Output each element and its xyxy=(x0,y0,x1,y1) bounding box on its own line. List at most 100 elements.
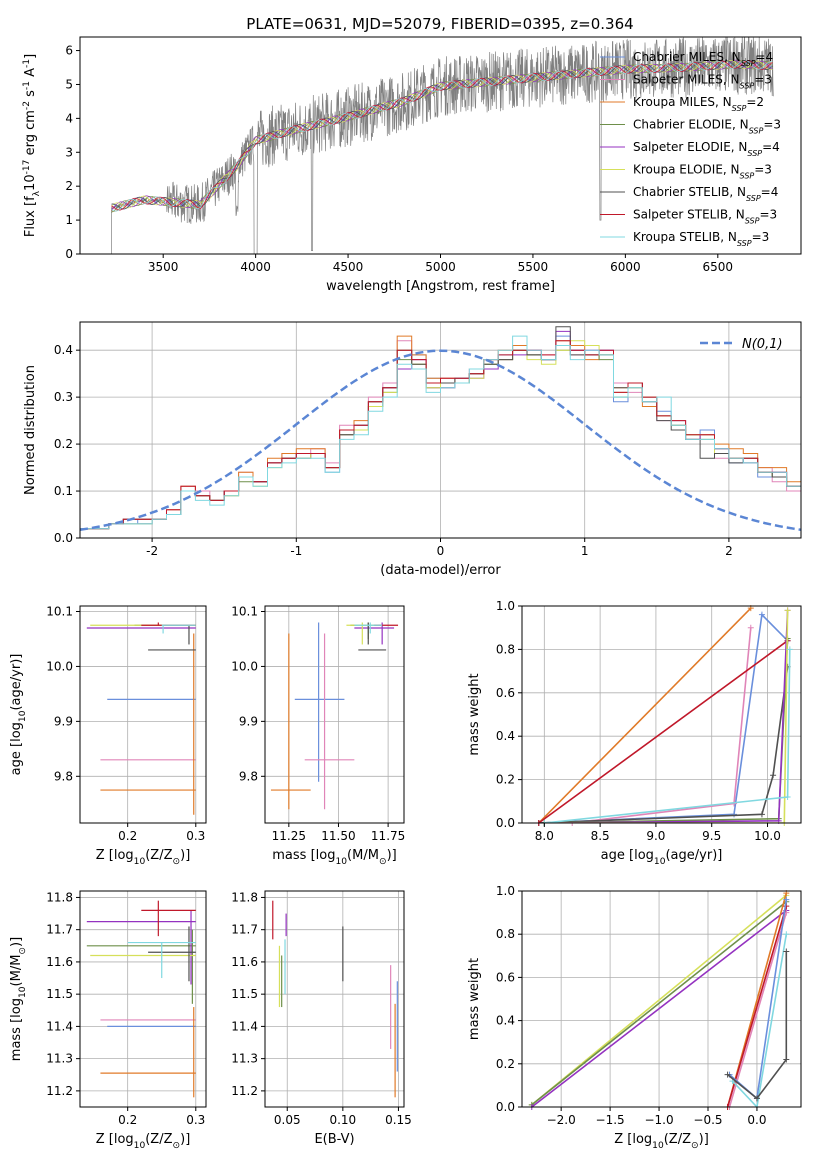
y-tick-label: 0.3 xyxy=(54,390,73,404)
legend-label-salpeter-stelib: Salpeter STELIB, NSSP=3 xyxy=(633,208,777,226)
y-tick-label: 0.0 xyxy=(496,816,515,830)
y-tick-label: 11.6 xyxy=(46,955,73,969)
y-tick-label: 1.0 xyxy=(496,884,515,898)
weight-point-chabrier-stelib xyxy=(758,811,765,818)
mass-vs-metallicity-chart: 0.2 0.3 11.2 11.3 11.4 11.5 11.6 11.7 11.8 Z [log… xyxy=(9,890,207,1151)
x-tick-label: 0.10 xyxy=(329,1113,356,1127)
x-tick-label: −1.0 xyxy=(644,1113,673,1127)
weight-point-kroupa-stelib xyxy=(786,646,793,653)
residuals-chart: -2 -1 0 1 2 0.0 0.1 0.2 0.3 0.4 (data-model)/error… xyxy=(23,321,802,578)
y-tick-label: 9.9 xyxy=(239,714,258,728)
y-axis-label: age [log10(age/yr)] xyxy=(9,654,28,776)
axes-frame xyxy=(79,890,207,1108)
x-tick-label: 0.3 xyxy=(186,829,205,843)
y-tick-label: 11.4 xyxy=(231,1019,258,1033)
x-tick-label: 8.5 xyxy=(591,829,610,843)
y-tick-label: 11.7 xyxy=(231,923,258,937)
model-kroupa-stelib xyxy=(111,60,773,212)
x-axis-label: Z [log10(Z/Z⊙)] xyxy=(614,1132,709,1151)
y-tick-label: 0.2 xyxy=(54,437,73,451)
legend-label-salpeter-elodie: Salpeter ELODIE, NSSP=4 xyxy=(633,140,780,158)
y-tick-label: 9.8 xyxy=(54,769,73,783)
weight-point-chabrier-stelib xyxy=(770,772,777,779)
plot-area xyxy=(522,606,801,823)
plot-area xyxy=(265,606,404,823)
y-tick-label: 0.6 xyxy=(496,970,515,984)
x-axis-label: wavelength [Angstrom, rest frame] xyxy=(326,279,555,294)
y-tick-label: 0.6 xyxy=(496,686,515,700)
x-tick-label: 0.3 xyxy=(186,1113,205,1127)
weight-vs-metallicity-chart: −2.0 −1.5 −1.0 −0.5 0.0 0.0 0.2 0.4 0.6 0.8 1.0 Z [… xyxy=(467,884,802,1151)
axes-frame xyxy=(264,890,405,1108)
y-tick-label: 0.4 xyxy=(496,729,515,743)
y-tick-label: 11.5 xyxy=(231,987,258,1001)
x-tick-label: 0.05 xyxy=(274,1113,301,1127)
age-vs-metallicity-chart: 0.2 0.3 9.8 9.9 10.0 10.1 Z [log10(Z/Z⊙)] age [… xyxy=(9,604,207,867)
y-tick-label: 0.4 xyxy=(54,343,73,357)
weight-line-kroupa-elodie xyxy=(544,610,789,823)
y-tick-label: 11.3 xyxy=(46,1052,73,1066)
legend-label-kroupa-stelib: Kroupa STELIB, NSSP=3 xyxy=(633,230,769,248)
x-tick-label: −2.0 xyxy=(547,1113,576,1127)
age-vs-mass-chart: 11.25 11.50 11.75 9.8 9.9 10.0 10.1 mass [log10… xyxy=(231,604,405,867)
x-axis-label: Z [log10(Z/Z⊙)] xyxy=(96,1132,191,1151)
x-tick-label: 0.2 xyxy=(118,829,137,843)
x-tick-label: 11.25 xyxy=(272,829,306,843)
x-axis-label: age [log10(age/yr)] xyxy=(601,848,723,867)
weight-line-chabrier-elodie xyxy=(531,901,787,1106)
y-axis-label: mass weight xyxy=(467,673,482,755)
y-tick-label: 10.1 xyxy=(46,604,73,618)
x-tick-label: 0 xyxy=(437,544,445,558)
y-axis-label: mass weight xyxy=(467,958,482,1040)
weight-line-chabrier-stelib xyxy=(538,666,789,823)
x-tick-label: 0.2 xyxy=(118,1113,137,1127)
y-tick-label: 0.0 xyxy=(496,1100,515,1114)
x-tick-label: 1 xyxy=(581,544,589,558)
weight-line-kroupa-elodie xyxy=(531,894,787,1106)
y-tick-label: 0.1 xyxy=(54,484,73,498)
legend-label-normal: N(0,1) xyxy=(742,337,783,352)
x-tick-label: 5500 xyxy=(518,260,549,274)
plot-area xyxy=(80,606,206,823)
model-chabrier-elodie xyxy=(111,59,773,213)
x-tick-label: 10.0 xyxy=(754,829,781,843)
y-tick-label: 0.8 xyxy=(496,927,515,941)
x-tick-label: −1.5 xyxy=(596,1113,625,1127)
x-axis-label: Z [log10(Z/Z⊙)] xyxy=(96,848,191,867)
figure-title: PLATE=0631, MJD=52079, FIBERID=0395, z=0… xyxy=(246,15,633,33)
y-axis-label: Normed distribution xyxy=(23,365,38,495)
x-tick-label: −0.5 xyxy=(693,1113,722,1127)
y-tick-label: 9.9 xyxy=(54,714,73,728)
y-tick-label: 4 xyxy=(65,111,73,125)
y-tick-label: 5 xyxy=(65,77,73,91)
y-axis-label: Flux [fλ10-17 erg cm-2 s-1 A-1] xyxy=(22,54,42,237)
weight-point-chabrier-miles xyxy=(758,611,765,618)
y-tick-label: 10.0 xyxy=(46,659,73,673)
x-tick-label: 5000 xyxy=(425,260,456,274)
weight-line-kroupa-stelib xyxy=(731,934,788,1107)
y-tick-label: 10.0 xyxy=(231,659,258,673)
x-tick-label: -1 xyxy=(290,544,302,558)
hist-kroupa-stelib xyxy=(80,335,801,538)
model-kroupa-elodie xyxy=(111,60,773,209)
model-salpeter-stelib xyxy=(111,60,773,211)
x-tick-label: 3500 xyxy=(148,260,179,274)
y-tick-label: 6 xyxy=(65,44,73,58)
y-tick-label: 11.4 xyxy=(46,1019,73,1033)
y-tick-label: 0.2 xyxy=(496,1057,515,1071)
weight-point-kroupa-stelib xyxy=(784,793,791,800)
weight-point-chabrier-miles xyxy=(783,896,790,903)
normal-reference-curve xyxy=(80,349,801,532)
model-salpeter-elodie xyxy=(111,59,773,211)
y-tick-label: 0.0 xyxy=(54,531,73,545)
weight-line-kroupa-miles xyxy=(538,607,752,823)
y-tick-label: 1 xyxy=(65,213,73,227)
x-tick-label: 6000 xyxy=(610,260,641,274)
weight-point-chabrier-stelib xyxy=(724,1071,731,1078)
y-tick-label: 11.8 xyxy=(231,890,258,904)
legend-label-chabrier-stelib: Chabrier STELIB, NSSP=4 xyxy=(633,185,778,203)
x-axis-label: E(B-V) xyxy=(314,1132,354,1147)
y-tick-label: 11.8 xyxy=(46,890,73,904)
y-tick-label: 0 xyxy=(65,247,73,261)
x-tick-label: 9.5 xyxy=(702,829,721,843)
